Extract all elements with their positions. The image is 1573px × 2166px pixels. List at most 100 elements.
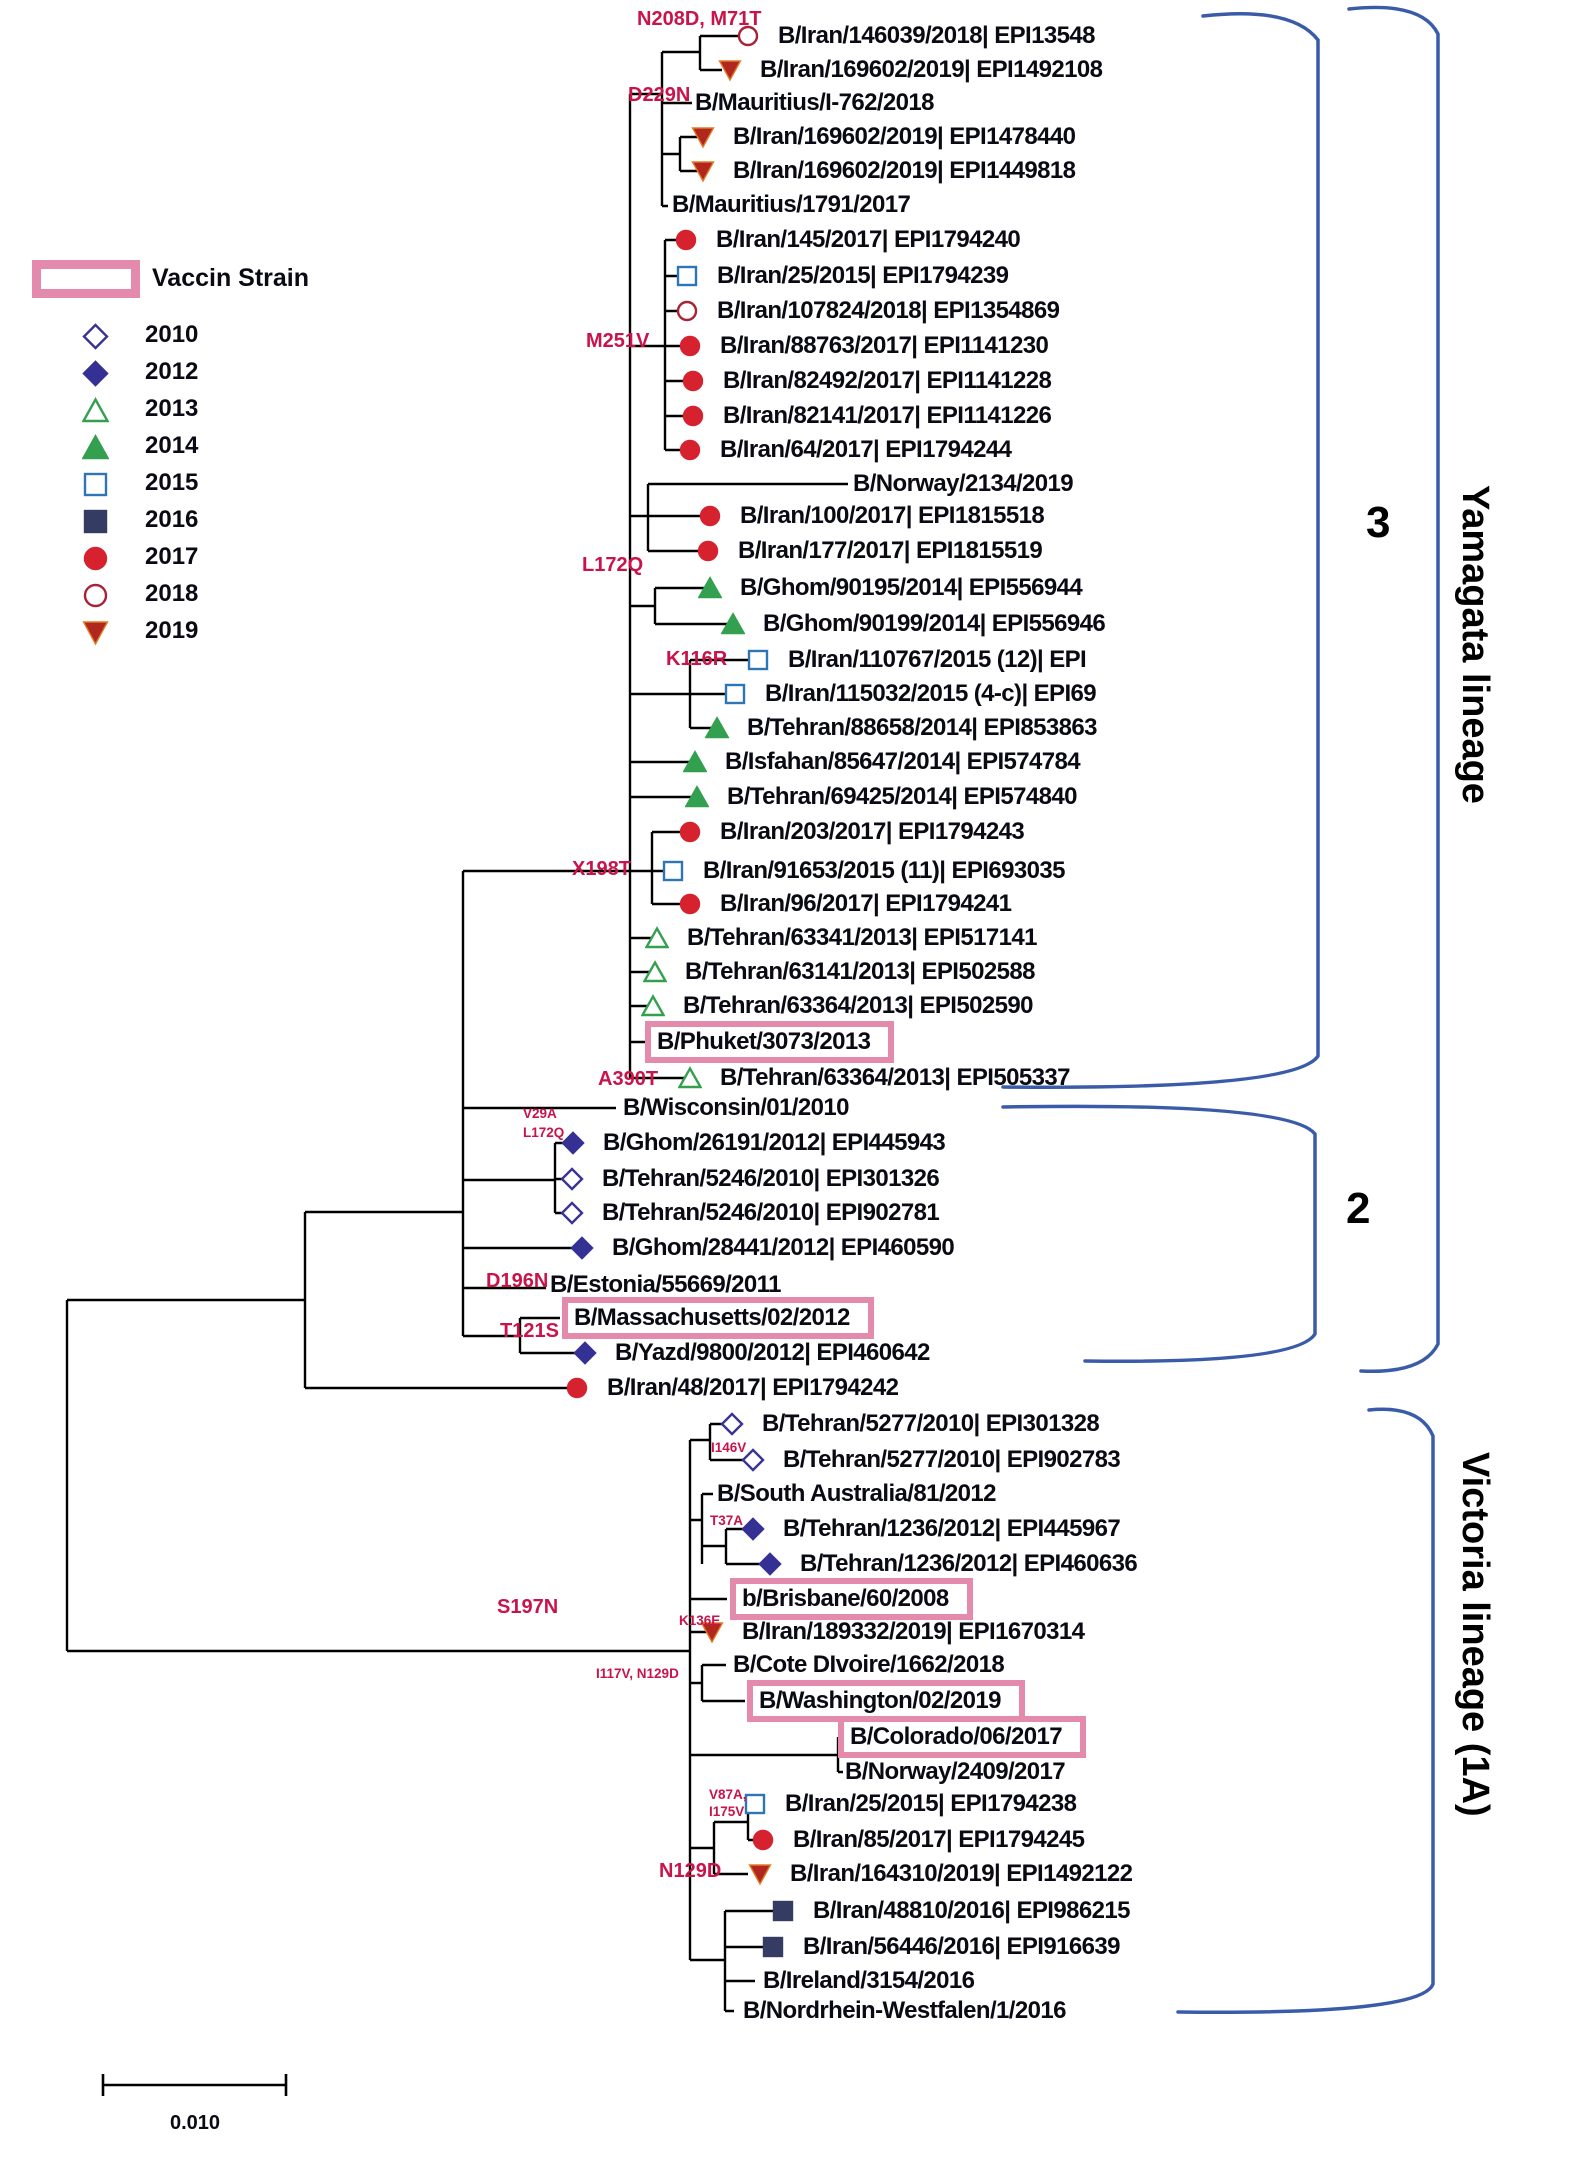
- year-2019-symbol-icon: [691, 125, 715, 149]
- triangle-down-fill-icon: [82, 619, 109, 646]
- year-2012-symbol-icon: [570, 1236, 594, 1260]
- mutation-label: X198T: [572, 858, 631, 880]
- taxon-label: B/Iran/100/2017| EPI1815518: [740, 502, 1045, 529]
- mutation-label: L172Q: [582, 554, 644, 576]
- triangle-fill-icon: [81, 434, 110, 460]
- mutation-label: I175V: [709, 1804, 745, 1819]
- vaccine-strain-taxon-label: B/Washington/02/2019: [747, 1680, 1025, 1722]
- mutation-label: S197N: [497, 1596, 559, 1618]
- year-2014-symbol-icon: [684, 785, 710, 809]
- year-2017-symbol-icon: [678, 820, 702, 844]
- mutation-label: T37A: [710, 1513, 744, 1528]
- year-2015-symbol-icon: [743, 1792, 767, 1816]
- year-2017-symbol-icon: [678, 334, 702, 358]
- year-2017-symbol-icon: [565, 1376, 589, 1400]
- taxon-label: B/Iran/85/2017| EPI1794245: [793, 1826, 1085, 1853]
- mutation-label: K116R: [666, 648, 728, 670]
- year-2019-symbol-icon: [718, 58, 742, 82]
- taxon-label: B/Tehran/5246/2010| EPI301326: [602, 1165, 940, 1192]
- taxon-label: B/Tehran/5277/2010| EPI902783: [783, 1446, 1121, 1473]
- taxon-label: B/Tehran/63341/2013| EPI517141: [687, 924, 1037, 951]
- diamond-open-icon: [82, 323, 109, 350]
- vaccine-strain-taxon-label: B/Phuket/3073/2013: [645, 1021, 895, 1063]
- year-2016-symbol-icon: [771, 1899, 795, 1923]
- triangle-open-icon: [81, 397, 110, 423]
- taxon-label: B/Yazd/9800/2012| EPI460642: [615, 1339, 930, 1366]
- clade-2-label: 2: [1346, 1184, 1371, 1233]
- taxon-label: B/Tehran/69425/2014| EPI574840: [727, 783, 1077, 810]
- mutation-label: D196N: [486, 1270, 549, 1292]
- taxon-label: B/Isfahan/85647/2014| EPI574784: [725, 748, 1081, 775]
- taxon-label: B/Iran/145/2017| EPI1794240: [716, 226, 1021, 253]
- year-2010-symbol-icon: [560, 1201, 584, 1225]
- taxon-label: B/South Australia/81/2012: [717, 1480, 996, 1507]
- taxon-label: B/Iran/91653/2015 (11)| EPI693035: [703, 857, 1065, 884]
- taxon-label: B/Tehran/1236/2012| EPI460636: [800, 1550, 1138, 1577]
- year-2012-symbol-icon: [573, 1341, 597, 1365]
- taxon-label: B/Iran/88763/2017| EPI1141230: [720, 332, 1049, 359]
- taxon-label: B/Iran/164310/2019| EPI1492122: [790, 1860, 1133, 1887]
- vaccine-strain-taxon-label: B/Massachusetts/02/2012: [562, 1297, 874, 1339]
- year-2017-symbol-icon: [681, 369, 705, 393]
- year-2017-symbol-icon: [678, 892, 702, 916]
- taxon-label: B/Iran/64/2017| EPI1794244: [720, 436, 1012, 463]
- taxon-label: B/Iran/169602/2019| EPI1492108: [760, 56, 1103, 83]
- taxon-label: B/Norway/2409/2017: [845, 1758, 1066, 1785]
- taxon-label: B/Tehran/63364/2013| EPI505337: [720, 1064, 1070, 1091]
- legend-year-label: 2016: [145, 506, 199, 533]
- vaccine-strain-legend-label: Vaccin Strain: [152, 264, 310, 292]
- taxon-label: B/Iran/169602/2019| EPI1478440: [733, 123, 1076, 150]
- mutation-label: I117V, N129D: [596, 1666, 679, 1681]
- tree-branch-lines: [65, 34, 848, 2013]
- taxon-label: B/Ghom/90195/2014| EPI556944: [740, 574, 1083, 601]
- year-2015-symbol-icon: [675, 264, 699, 288]
- taxon-label: B/Iran/177/2017| EPI1815519: [738, 537, 1043, 564]
- mutation-label: T121S: [500, 1320, 559, 1342]
- taxon-label: B/Iran/203/2017| EPI1794243: [720, 818, 1025, 845]
- taxon-label: B/Iran/56446/2016| EPI916639: [803, 1933, 1120, 1960]
- year-2010-symbol-icon: [720, 1412, 744, 1436]
- taxon-label: B/Tehran/5246/2010| EPI902781: [602, 1199, 940, 1226]
- legend-year-label: 2010: [145, 321, 199, 348]
- year-2019-symbol-icon: [748, 1862, 772, 1886]
- taxon-label: B/Ireland/3154/2016: [763, 1967, 975, 1994]
- year-2014-symbol-icon: [697, 576, 723, 600]
- taxon-label: B/Tehran/88658/2014| EPI853863: [747, 714, 1097, 741]
- victoria-lineage-label: Victoria lineage (1A): [1454, 1452, 1496, 1817]
- taxon-label: B/Iran/25/2015| EPI1794238: [785, 1790, 1077, 1817]
- taxon-label: B/Norway/2134/2019: [853, 470, 1074, 497]
- year-2012-symbol-icon: [758, 1552, 782, 1576]
- vaccine-strain-taxon-label: b/Brisbane/60/2008: [730, 1578, 973, 1620]
- year-2010-symbol-icon: [741, 1448, 765, 1472]
- year-2017-symbol-icon: [674, 228, 698, 252]
- year-2018-symbol-icon: [675, 299, 699, 323]
- year-2019-symbol-icon: [700, 1620, 724, 1644]
- scale-bar: [101, 2074, 288, 2096]
- legend-year-label: 2012: [145, 358, 199, 385]
- legend-year-label: 2018: [145, 580, 199, 607]
- mutation-label: V29A: [523, 1106, 557, 1121]
- taxon-label: B/Iran/82492/2017| EPI1141228: [723, 367, 1052, 394]
- taxon-label: B/Iran/82141/2017| EPI1141226: [723, 402, 1052, 429]
- taxon-label: B/Mauritius/1791/2017: [672, 191, 911, 218]
- year-2014-symbol-icon: [682, 750, 708, 774]
- year-2016-symbol-icon: [761, 1935, 785, 1959]
- vaccine-strain-taxon-label: B/Colorado/06/2017: [838, 1716, 1086, 1758]
- year-2015-symbol-icon: [723, 682, 747, 706]
- legend-year-label: 2017: [145, 543, 199, 570]
- taxon-label: B/Ghom/28441/2012| EPI460590: [612, 1234, 955, 1261]
- taxon-label: B/Tehran/5277/2010| EPI301328: [762, 1410, 1100, 1437]
- clade-3-label: 3: [1366, 498, 1391, 547]
- year-2017-symbol-icon: [698, 504, 722, 528]
- legend-year-label: 2014: [145, 432, 199, 459]
- taxon-label: B/Ghom/90199/2014| EPI556946: [763, 610, 1106, 637]
- legend-year-label: 2013: [145, 395, 199, 422]
- circle-open-icon: [82, 582, 108, 608]
- circle-fill-icon: [82, 545, 108, 571]
- year-2014-symbol-icon: [720, 612, 746, 636]
- diamond-fill-icon: [82, 360, 109, 387]
- mutation-label: I146V: [711, 1440, 747, 1455]
- legend-year-label: 2015: [145, 469, 199, 496]
